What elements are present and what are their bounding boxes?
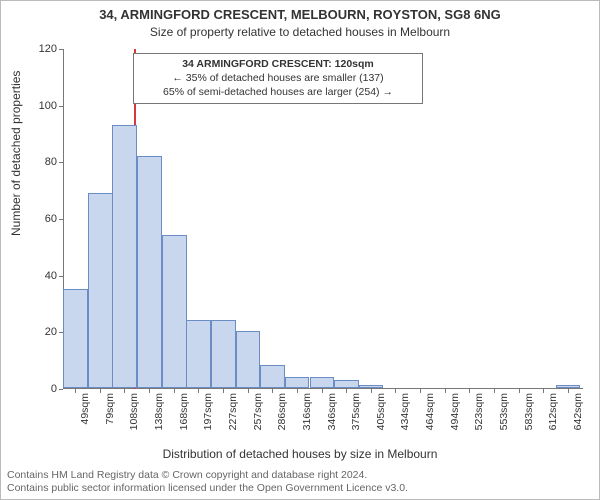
x-tick-label: 494sqm — [449, 393, 461, 430]
y-axis-label: Number of detached properties — [9, 71, 23, 236]
x-tick-label: 138sqm — [153, 393, 165, 430]
annotation-line2: ← 35% of detached houses are smaller (13… — [140, 71, 416, 85]
histogram-bar — [334, 380, 359, 389]
x-tick-label: 316sqm — [301, 393, 313, 430]
histogram-bar — [285, 377, 310, 388]
annotation-box: 34 ARMINGFORD CRESCENT: 120sqm ← 35% of … — [133, 53, 423, 104]
x-tick-mark — [198, 389, 199, 393]
chart-plot-area: 34 ARMINGFORD CRESCENT: 120sqm ← 35% of … — [63, 49, 583, 389]
x-tick-label: 286sqm — [276, 393, 288, 430]
annotation-line3: 65% of semi-detached houses are larger (… — [140, 85, 416, 99]
y-tick-mark — [59, 389, 63, 390]
x-tick-label: 197sqm — [202, 393, 214, 430]
histogram-bar — [211, 320, 236, 388]
chart-title-address: 34, ARMINGFORD CRESCENT, MELBOURN, ROYST… — [1, 7, 599, 22]
x-tick-label: 405sqm — [375, 393, 387, 430]
x-tick-label: 612sqm — [547, 393, 559, 430]
footer-line1: Contains HM Land Registry data © Crown c… — [7, 469, 593, 483]
x-tick-mark — [469, 389, 470, 393]
x-tick-mark — [124, 389, 125, 393]
chart-title-description: Size of property relative to detached ho… — [1, 25, 599, 39]
x-tick-label: 227sqm — [227, 393, 239, 430]
histogram-bar — [236, 331, 261, 388]
x-tick-mark — [371, 389, 372, 393]
footer-line2: Contains public sector information licen… — [7, 482, 593, 496]
x-tick-mark — [494, 389, 495, 393]
x-tick-label: 257sqm — [252, 393, 264, 430]
x-tick-mark — [322, 389, 323, 393]
histogram-bar — [359, 385, 384, 388]
histogram-bar — [260, 365, 285, 388]
x-tick-label: 49sqm — [79, 393, 91, 425]
histogram-bar — [88, 193, 113, 389]
histogram-bar — [162, 235, 187, 388]
x-tick-label: 79sqm — [104, 393, 116, 425]
x-tick-label: 434sqm — [399, 393, 411, 430]
x-tick-mark — [248, 389, 249, 393]
x-tick-mark — [346, 389, 347, 393]
histogram-bar — [112, 125, 137, 389]
x-tick-mark — [223, 389, 224, 393]
y-tick-mark — [59, 49, 63, 50]
x-tick-label: 346sqm — [326, 393, 338, 430]
histogram-bar — [186, 320, 211, 388]
y-tick-mark — [59, 276, 63, 277]
x-tick-mark — [75, 389, 76, 393]
y-tick-mark — [59, 106, 63, 107]
x-tick-mark — [174, 389, 175, 393]
x-tick-label: 642sqm — [572, 393, 584, 430]
chart-footer: Contains HM Land Registry data © Crown c… — [1, 469, 599, 496]
x-tick-label: 583sqm — [523, 393, 535, 430]
x-tick-mark — [568, 389, 569, 393]
x-tick-mark — [272, 389, 273, 393]
y-tick-mark — [59, 162, 63, 163]
x-tick-label: 464sqm — [424, 393, 436, 430]
y-tick-mark — [59, 219, 63, 220]
x-tick-label: 375sqm — [350, 393, 362, 430]
x-tick-mark — [149, 389, 150, 393]
x-tick-mark — [395, 389, 396, 393]
x-tick-label: 168sqm — [178, 393, 190, 430]
histogram-bar — [63, 289, 88, 388]
histogram-bar — [137, 156, 162, 388]
histogram-bar — [556, 385, 581, 388]
x-tick-mark — [543, 389, 544, 393]
x-tick-label: 108sqm — [128, 393, 140, 430]
x-tick-mark — [100, 389, 101, 393]
x-tick-mark — [297, 389, 298, 393]
histogram-bar — [310, 377, 335, 388]
x-tick-label: 523sqm — [473, 393, 485, 430]
x-axis-label: Distribution of detached houses by size … — [1, 447, 599, 461]
x-tick-mark — [420, 389, 421, 393]
annotation-line1: 34 ARMINGFORD CRESCENT: 120sqm — [140, 57, 416, 71]
x-tick-mark — [445, 389, 446, 393]
x-tick-label: 553sqm — [498, 393, 510, 430]
x-tick-mark — [519, 389, 520, 393]
